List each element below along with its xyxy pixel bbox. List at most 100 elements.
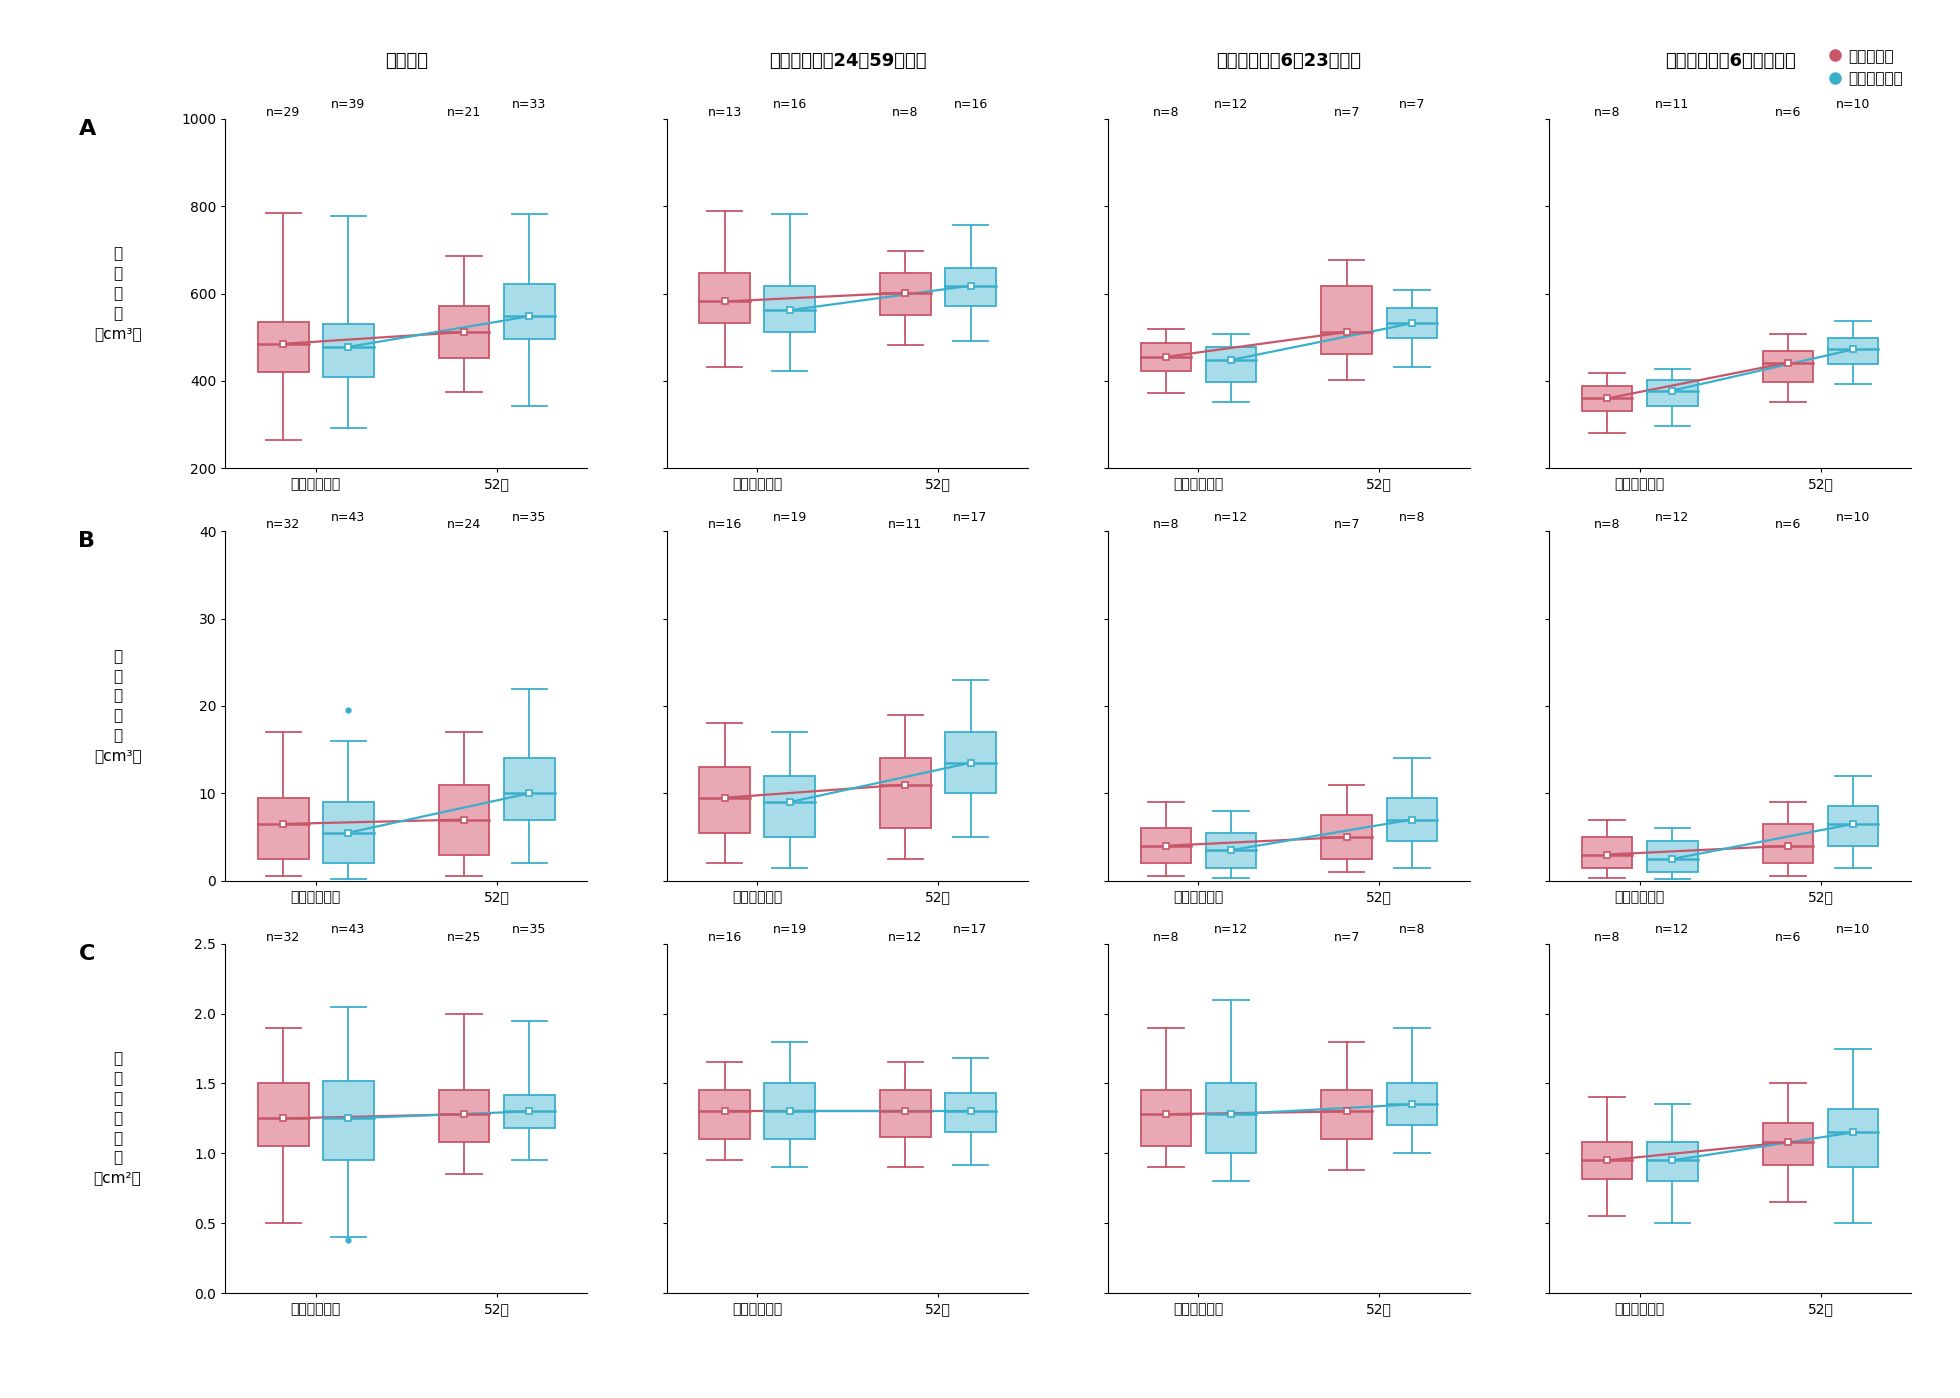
Bar: [1646, 842, 1697, 872]
Text: n=8: n=8: [1593, 106, 1621, 119]
Bar: [880, 1090, 931, 1137]
Bar: [504, 1095, 555, 1128]
Text: n=32: n=32: [267, 519, 300, 531]
Bar: [504, 284, 555, 338]
Text: n=19: n=19: [772, 923, 808, 937]
Bar: [700, 1090, 751, 1139]
Text: n=35: n=35: [512, 510, 547, 524]
Text: n=17: n=17: [953, 510, 988, 524]
Bar: [1762, 351, 1813, 382]
Text: n=16: n=16: [708, 519, 741, 531]
Text: n=12: n=12: [1213, 510, 1249, 524]
Text: n=19: n=19: [772, 510, 808, 524]
Text: n=8: n=8: [1593, 519, 1621, 531]
Bar: [439, 306, 490, 358]
Text: n=13: n=13: [708, 106, 741, 119]
Bar: [1582, 1142, 1633, 1179]
Text: n=8: n=8: [892, 106, 919, 119]
Bar: [259, 798, 308, 858]
Bar: [259, 322, 308, 372]
Bar: [1321, 285, 1372, 354]
Text: 大
後
頭
孔
面
積
（cm²）: 大 後 頭 孔 面 積 （cm²）: [94, 1051, 141, 1186]
Bar: [945, 1093, 996, 1132]
Text: コホート１（24〜59ヵ月）: コホート１（24〜59ヵ月）: [768, 52, 927, 70]
Text: n=21: n=21: [447, 106, 482, 119]
Text: n=7: n=7: [1399, 98, 1425, 112]
Text: C: C: [78, 944, 94, 963]
Text: n=33: n=33: [512, 98, 547, 112]
Text: n=6: n=6: [1776, 519, 1801, 531]
Text: 副
鼻
腔
容
積
（cm³）: 副 鼻 腔 容 積 （cm³）: [94, 649, 141, 763]
Bar: [1762, 1123, 1813, 1165]
Bar: [1582, 837, 1633, 868]
Text: n=16: n=16: [708, 931, 741, 944]
Bar: [764, 285, 815, 331]
Bar: [1321, 815, 1372, 858]
Text: n=11: n=11: [1654, 98, 1690, 112]
Text: n=8: n=8: [1152, 519, 1180, 531]
Bar: [1386, 798, 1437, 842]
Bar: [880, 758, 931, 828]
Bar: [945, 733, 996, 794]
Bar: [259, 1083, 308, 1146]
Text: n=7: n=7: [1333, 519, 1360, 531]
Bar: [764, 1083, 815, 1139]
Bar: [700, 273, 751, 323]
Text: n=6: n=6: [1776, 931, 1801, 944]
Legend: プラセボ群, ボソリチド群: プラセボ群, ボソリチド群: [1823, 42, 1909, 92]
Text: n=39: n=39: [331, 98, 365, 112]
Bar: [323, 324, 374, 376]
Text: n=12: n=12: [1654, 510, 1690, 524]
Bar: [1762, 823, 1813, 864]
Bar: [1141, 343, 1192, 372]
Bar: [1386, 308, 1437, 338]
Bar: [1829, 338, 1878, 365]
Bar: [323, 802, 374, 864]
Text: n=8: n=8: [1152, 106, 1180, 119]
Text: n=12: n=12: [888, 931, 923, 944]
Text: n=16: n=16: [953, 98, 988, 112]
Bar: [1829, 807, 1878, 846]
Text: n=8: n=8: [1593, 931, 1621, 944]
Text: n=12: n=12: [1654, 923, 1690, 937]
Bar: [764, 776, 815, 837]
Bar: [1141, 828, 1192, 864]
Bar: [1205, 1083, 1256, 1153]
Text: n=25: n=25: [447, 931, 482, 944]
Text: n=8: n=8: [1399, 923, 1425, 937]
Bar: [1582, 386, 1633, 411]
Text: n=6: n=6: [1776, 106, 1801, 119]
Bar: [1141, 1090, 1192, 1146]
Text: B: B: [78, 531, 96, 551]
Bar: [880, 273, 931, 315]
Text: n=7: n=7: [1333, 931, 1360, 944]
Text: n=43: n=43: [331, 923, 365, 937]
Text: n=10: n=10: [1837, 98, 1870, 112]
Text: n=7: n=7: [1333, 106, 1360, 119]
Bar: [1646, 380, 1697, 407]
Bar: [700, 768, 751, 833]
Text: n=11: n=11: [888, 519, 923, 531]
Bar: [1386, 1083, 1437, 1125]
Text: n=12: n=12: [1213, 98, 1249, 112]
Bar: [945, 268, 996, 306]
Text: n=12: n=12: [1213, 923, 1249, 937]
Text: コホート２（6〜23ヵ月）: コホート２（6〜23ヵ月）: [1217, 52, 1362, 70]
Bar: [439, 1090, 490, 1142]
Bar: [1205, 347, 1256, 382]
Text: n=8: n=8: [1152, 931, 1180, 944]
Bar: [504, 758, 555, 819]
Text: n=17: n=17: [953, 923, 988, 937]
Bar: [1646, 1142, 1697, 1181]
Text: 顏
面
容
積
（cm³）: 顏 面 容 積 （cm³）: [94, 246, 141, 341]
Text: n=32: n=32: [267, 931, 300, 944]
Text: n=10: n=10: [1837, 923, 1870, 937]
Bar: [1321, 1090, 1372, 1139]
Text: A: A: [78, 119, 96, 138]
Text: n=35: n=35: [512, 923, 547, 937]
Text: n=16: n=16: [772, 98, 808, 112]
Text: n=10: n=10: [1837, 510, 1870, 524]
Text: n=24: n=24: [447, 519, 482, 531]
Bar: [1829, 1109, 1878, 1167]
Text: n=43: n=43: [331, 510, 365, 524]
